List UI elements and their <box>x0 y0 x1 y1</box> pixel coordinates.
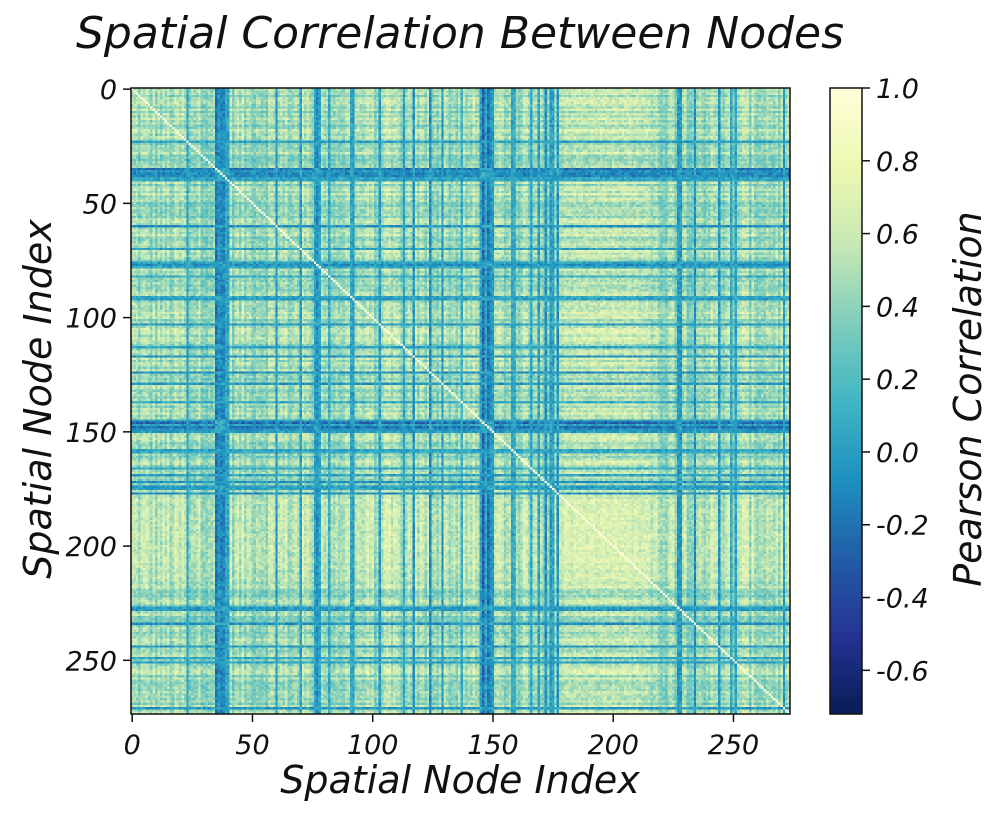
x-tick-label: 200 <box>587 730 639 761</box>
x-axis-label: Spatial Node Index <box>280 758 640 802</box>
y-tick-label: 200 <box>65 532 117 563</box>
colorbar-tick-label: -0.2 <box>876 511 929 542</box>
colorbar-tick-label: 1.0 <box>876 74 919 105</box>
colorbar-tick-label: -0.4 <box>876 584 929 615</box>
x-tick-label: 50 <box>235 730 269 761</box>
colorbar-tick-label: 0.8 <box>876 147 919 178</box>
chart-title: Spatial Correlation Between Nodes <box>75 8 845 59</box>
y-tick-label: 100 <box>65 304 117 335</box>
x-tick-label: 0 <box>124 730 141 761</box>
colorbar-tick-label: -0.6 <box>876 656 929 687</box>
y-tick-label: 0 <box>100 75 117 106</box>
plot-frame <box>130 87 791 715</box>
colorbar-gradient <box>830 88 862 714</box>
y-tick-label: 50 <box>83 189 117 220</box>
x-tick-label: 250 <box>708 730 760 761</box>
x-tick-label: 150 <box>467 730 519 761</box>
colorbar-ticks: 1.0 0.8 0.6 0.4 0.2 0.0 -0.2 -0.4 -0.6 <box>862 74 929 687</box>
y-tick-label: 150 <box>65 418 117 449</box>
colorbar-tick-label: 0.2 <box>876 365 919 396</box>
x-tick-label: 100 <box>347 730 399 761</box>
colorbar-tick-label: 0.6 <box>876 220 919 251</box>
y-tick-label: 250 <box>65 646 117 677</box>
colorbar-frame <box>829 87 863 715</box>
colorbar-tick-label: 0.0 <box>876 438 919 469</box>
y-axis-ticks: 0 50 100 150 200 250 <box>65 75 131 677</box>
x-axis-ticks: 0 50 100 150 200 250 <box>124 714 760 761</box>
heatmap-matrix <box>131 88 790 714</box>
colorbar-tick-label: 0.4 <box>876 292 919 323</box>
